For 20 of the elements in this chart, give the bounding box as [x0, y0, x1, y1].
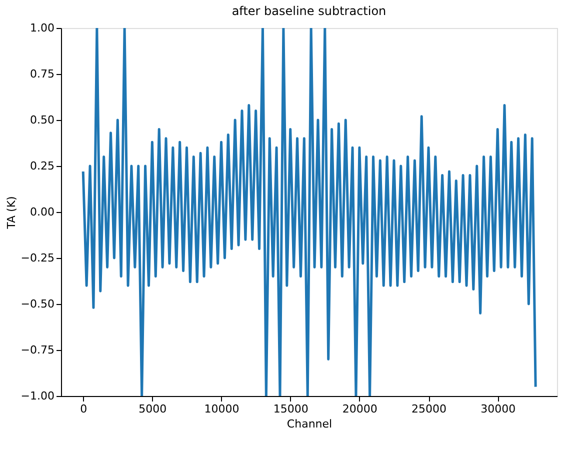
x-tick-label: 25000 — [412, 402, 447, 416]
y-tick-label: 0.25 — [30, 160, 54, 172]
x-tick-label: 20000 — [342, 402, 378, 416]
x-tick-label: 0 — [80, 402, 88, 416]
y-tick-label: 0.75 — [30, 68, 54, 80]
y-tick-label: 1.00 — [30, 22, 54, 34]
y-tick-label: −0.75 — [20, 344, 54, 356]
x-tick-label: 5000 — [138, 402, 167, 416]
chart-title: after baseline subtraction — [232, 4, 386, 18]
y-tick-label: 0.50 — [30, 114, 54, 126]
y-axis-title: TA (K) — [4, 196, 18, 230]
x-axis-title: Channel — [286, 418, 332, 430]
y-tick-label: −0.50 — [20, 298, 54, 310]
y-tick-label: −0.25 — [20, 252, 54, 264]
x-tick-label: 15000 — [273, 402, 308, 416]
line-series — [82, 28, 537, 396]
y-tick-label: −1.00 — [20, 390, 54, 402]
y-tick-label: 0.00 — [30, 206, 54, 218]
x-tick-label: 10000 — [204, 402, 240, 416]
x-tick-label: 30000 — [480, 402, 516, 416]
